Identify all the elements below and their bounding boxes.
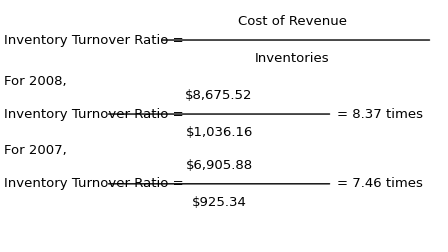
Text: Inventory Turnover Ratio =: Inventory Turnover Ratio = (4, 177, 183, 190)
Text: = 8.37 times: = 8.37 times (337, 108, 423, 120)
Text: $1,036.16: $1,036.16 (185, 126, 253, 139)
Text: Inventories: Inventories (255, 52, 330, 66)
Text: For 2007,: For 2007, (4, 144, 66, 158)
Text: $925.34: $925.34 (192, 196, 246, 209)
Text: For 2008,: For 2008, (4, 75, 66, 88)
Text: Inventory Turnover Ratio =: Inventory Turnover Ratio = (4, 108, 183, 120)
Text: = 7.46 times: = 7.46 times (337, 177, 423, 190)
Text: Cost of Revenue: Cost of Revenue (238, 15, 347, 27)
Text: $6,905.88: $6,905.88 (185, 159, 253, 172)
Text: Inventory Turnover Ratio =: Inventory Turnover Ratio = (4, 34, 183, 47)
Text: $8,675.52: $8,675.52 (185, 89, 253, 102)
